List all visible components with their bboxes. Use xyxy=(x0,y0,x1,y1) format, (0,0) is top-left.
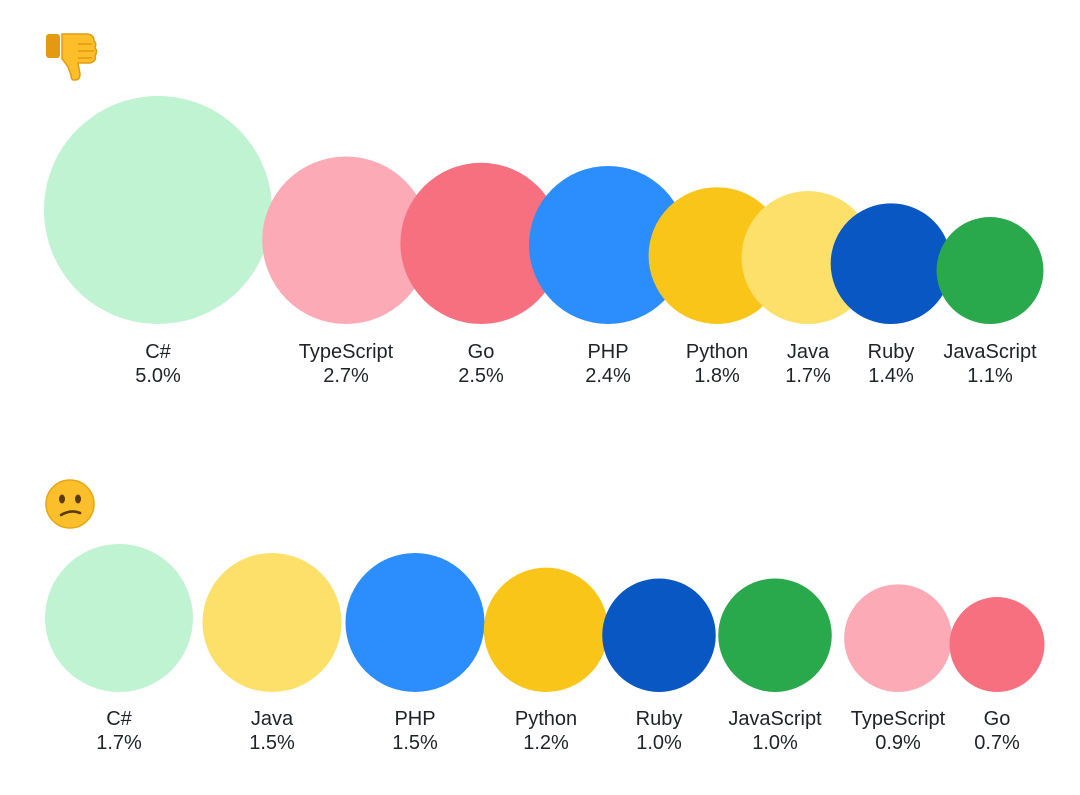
value-label-php: 1.5% xyxy=(392,732,438,754)
value-label-go: 0.7% xyxy=(974,732,1020,754)
confused-face-icon xyxy=(45,479,95,529)
value-label-ruby: 1.4% xyxy=(868,365,914,387)
bubble-javascript xyxy=(718,578,832,692)
bubble-go xyxy=(949,597,1045,692)
bubble-go xyxy=(400,162,562,324)
value-label-java: 1.7% xyxy=(785,365,831,387)
bubble-chart-bottom: C#1.7%Java1.5%PHP1.5%Python1.2%Ruby1.0%J… xyxy=(45,544,1045,754)
bubble-typescript xyxy=(262,156,430,324)
bubble-java xyxy=(202,552,342,692)
bubble-ruby xyxy=(602,578,716,692)
value-label-php: 2.4% xyxy=(585,365,631,387)
category-label-go: Go xyxy=(468,341,495,363)
value-label-csharp: 5.0% xyxy=(135,365,181,387)
value-label-javascript: 1.0% xyxy=(752,732,798,754)
category-label-java: Java xyxy=(251,708,294,730)
bubble-ruby xyxy=(830,203,952,324)
category-label-typescript: TypeScript xyxy=(851,708,946,730)
bubble-php xyxy=(529,166,687,324)
category-label-csharp: C# xyxy=(145,341,171,363)
category-label-typescript: TypeScript xyxy=(299,341,394,363)
bubble-python xyxy=(483,567,609,692)
bubble-chart-top: C#5.0%TypeScript2.7%Go2.5%PHP2.4%Python1… xyxy=(44,96,1044,387)
bubble-php xyxy=(345,552,485,692)
category-label-python: Python xyxy=(515,708,577,730)
value-label-go: 2.5% xyxy=(458,365,504,387)
bubble-csharp xyxy=(44,96,272,324)
category-label-php: PHP xyxy=(587,341,628,363)
bubble-javascript xyxy=(936,217,1044,324)
category-label-go: Go xyxy=(984,708,1011,730)
value-label-ruby: 1.0% xyxy=(636,732,682,754)
value-label-typescript: 2.7% xyxy=(323,365,369,387)
value-label-typescript: 0.9% xyxy=(875,732,921,754)
category-label-ruby: Ruby xyxy=(868,341,915,363)
thumbs-down-icon xyxy=(46,33,98,81)
value-label-java: 1.5% xyxy=(249,732,295,754)
category-label-python: Python xyxy=(686,341,748,363)
category-label-csharp: C# xyxy=(106,708,132,730)
value-label-csharp: 1.7% xyxy=(96,732,142,754)
bubble-typescript xyxy=(844,584,952,692)
category-label-javascript: JavaScript xyxy=(728,708,822,730)
value-label-python: 1.8% xyxy=(694,365,740,387)
value-label-python: 1.2% xyxy=(523,732,569,754)
category-label-javascript: JavaScript xyxy=(943,341,1037,363)
category-label-ruby: Ruby xyxy=(636,708,683,730)
category-label-java: Java xyxy=(787,341,830,363)
value-label-javascript: 1.1% xyxy=(967,365,1013,387)
category-label-php: PHP xyxy=(394,708,435,730)
bubble-csharp xyxy=(45,544,193,692)
